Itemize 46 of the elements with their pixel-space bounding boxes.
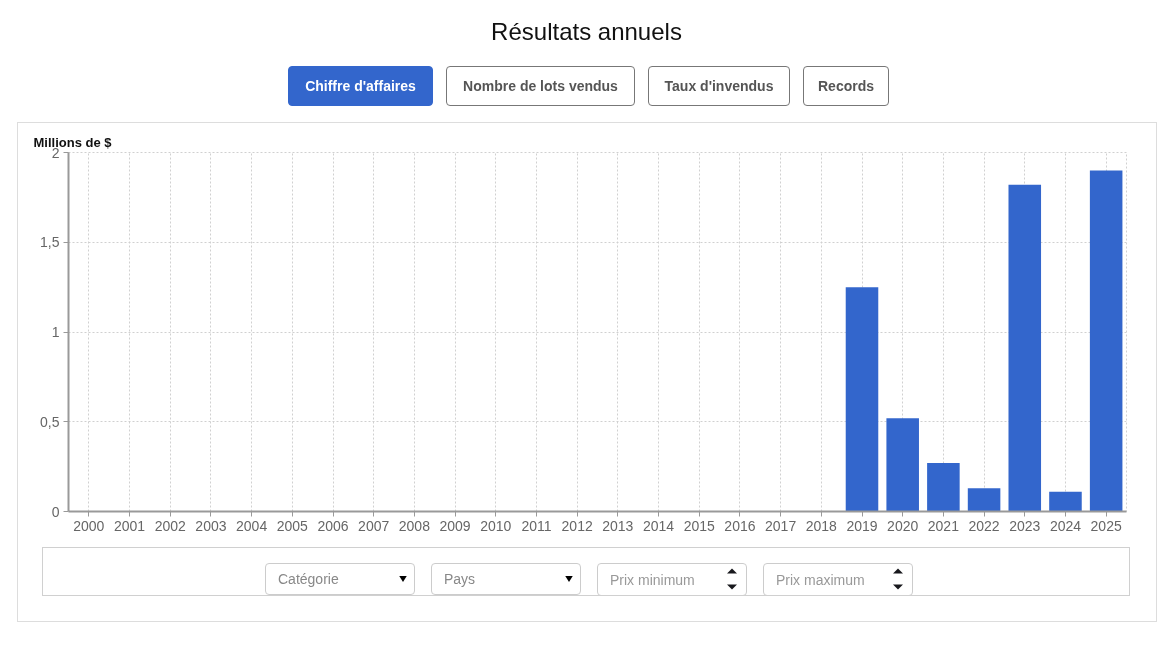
bar xyxy=(845,287,879,512)
x-tick-label: 2023 xyxy=(1009,517,1041,534)
y-tick-label: 0 xyxy=(51,503,60,520)
x-tick-label: 2004 xyxy=(236,517,268,534)
chart-title: Résultats annuels xyxy=(491,17,682,47)
text: Nombre de lots vendus xyxy=(446,66,635,106)
x-tick-label: 2016 xyxy=(724,517,756,534)
x-tick-label: 2005 xyxy=(276,517,309,534)
x-tick-label: 2008 xyxy=(398,517,431,534)
text: Taux d'invendus xyxy=(648,66,790,106)
bar xyxy=(1089,170,1123,512)
x-tick-label: 2006 xyxy=(317,517,349,534)
x-tick-label: 2018 xyxy=(805,517,838,534)
x-tick-label: 2007 xyxy=(358,517,390,534)
x-tick-label: 2009 xyxy=(439,517,471,534)
y-tick-label: 0,5 xyxy=(40,413,60,430)
x-tick-label: 2017 xyxy=(765,517,797,534)
text: Catégorie xyxy=(265,563,415,595)
x-tick-label: 2011 xyxy=(521,517,552,534)
bar xyxy=(886,418,919,512)
text: Records xyxy=(803,66,889,106)
x-tick-label: 2021 xyxy=(927,517,960,534)
x-tick-label: 2014 xyxy=(642,517,675,534)
x-tick-label: 2024 xyxy=(1049,517,1082,534)
text: Pays xyxy=(431,563,581,595)
x-tick-label: 2019 xyxy=(846,517,878,534)
bar xyxy=(927,463,960,512)
x-tick-label: 2015 xyxy=(683,517,716,534)
x-tick-label: 2010 xyxy=(480,517,512,534)
text: Chiffre d'affaires xyxy=(288,66,433,106)
bar xyxy=(1008,184,1042,512)
text: Prix minimum xyxy=(597,563,747,596)
text: Prix maximum xyxy=(763,563,913,596)
x-tick-label: 2022 xyxy=(968,517,1000,534)
bar xyxy=(1049,491,1082,512)
x-tick-label: 2003 xyxy=(195,517,227,534)
bar xyxy=(967,488,1001,512)
x-tick-label: 2000 xyxy=(73,517,105,534)
y-tick-label: 1 xyxy=(51,324,60,340)
x-tick-label: 2012 xyxy=(561,517,593,534)
x-tick-label: 2002 xyxy=(154,517,187,534)
x-tick-label: 2001 xyxy=(113,517,146,534)
x-tick-label: 2013 xyxy=(602,517,634,534)
y-tick-label: 1,5 xyxy=(40,234,60,251)
x-tick-label: 2025 xyxy=(1090,517,1122,534)
x-tick-label: 2020 xyxy=(887,517,919,534)
